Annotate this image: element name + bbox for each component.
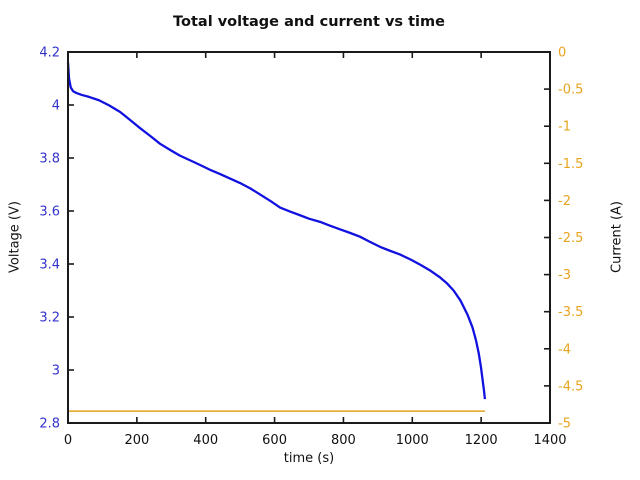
y-left-tick-label: 3.8 bbox=[39, 152, 60, 167]
y-right-tick-label: -1 bbox=[558, 120, 571, 135]
series-line-total-voltage bbox=[66, 62, 487, 400]
y-left-tick-label: 3.6 bbox=[39, 205, 60, 220]
y-right-tick-label: -4 bbox=[558, 342, 571, 357]
plot-frame bbox=[67, 51, 551, 424]
y-left-tick-label: 4.2 bbox=[39, 46, 60, 61]
chart-title: Total voltage and current vs time bbox=[173, 14, 445, 30]
y-right-tick-label: -0.5 bbox=[558, 83, 583, 98]
y-right-tick-label: -5 bbox=[558, 417, 571, 432]
y-left-tick-label: 4 bbox=[52, 99, 60, 114]
y-right-tick-label: -3.5 bbox=[558, 305, 583, 320]
x-tick-label: 200 bbox=[124, 433, 149, 448]
x-tick-label: 1200 bbox=[465, 433, 498, 448]
x-tick-label: 0 bbox=[64, 433, 72, 448]
y-left-tick-label: 3.2 bbox=[39, 311, 60, 326]
y-axis-label-left: Voltage (V) bbox=[7, 201, 23, 273]
y-right-tick-label: -4.5 bbox=[558, 379, 583, 394]
x-tick-label: 600 bbox=[262, 433, 287, 448]
x-axis-label: time (s) bbox=[283, 451, 335, 466]
y-right-tick-label: 0 bbox=[558, 46, 566, 61]
y-right-tick-label: -2.5 bbox=[558, 231, 583, 246]
x-tick-label: 1000 bbox=[396, 433, 429, 448]
y-left-tick-label: 3 bbox=[52, 364, 60, 379]
y-right-tick-label: -1.5 bbox=[558, 157, 583, 172]
x-tick-label: 1400 bbox=[533, 433, 566, 448]
y-axis-label-right: Current (A) bbox=[609, 201, 625, 273]
y-left-tick-label: 2.8 bbox=[39, 417, 60, 432]
x-tick-label: 400 bbox=[193, 433, 218, 448]
x-tick-label: 800 bbox=[331, 433, 356, 448]
y-right-tick-label: -2 bbox=[558, 194, 571, 209]
y-right-tick-label: -3 bbox=[558, 268, 571, 283]
y-left-tick-label: 3.4 bbox=[39, 258, 60, 273]
